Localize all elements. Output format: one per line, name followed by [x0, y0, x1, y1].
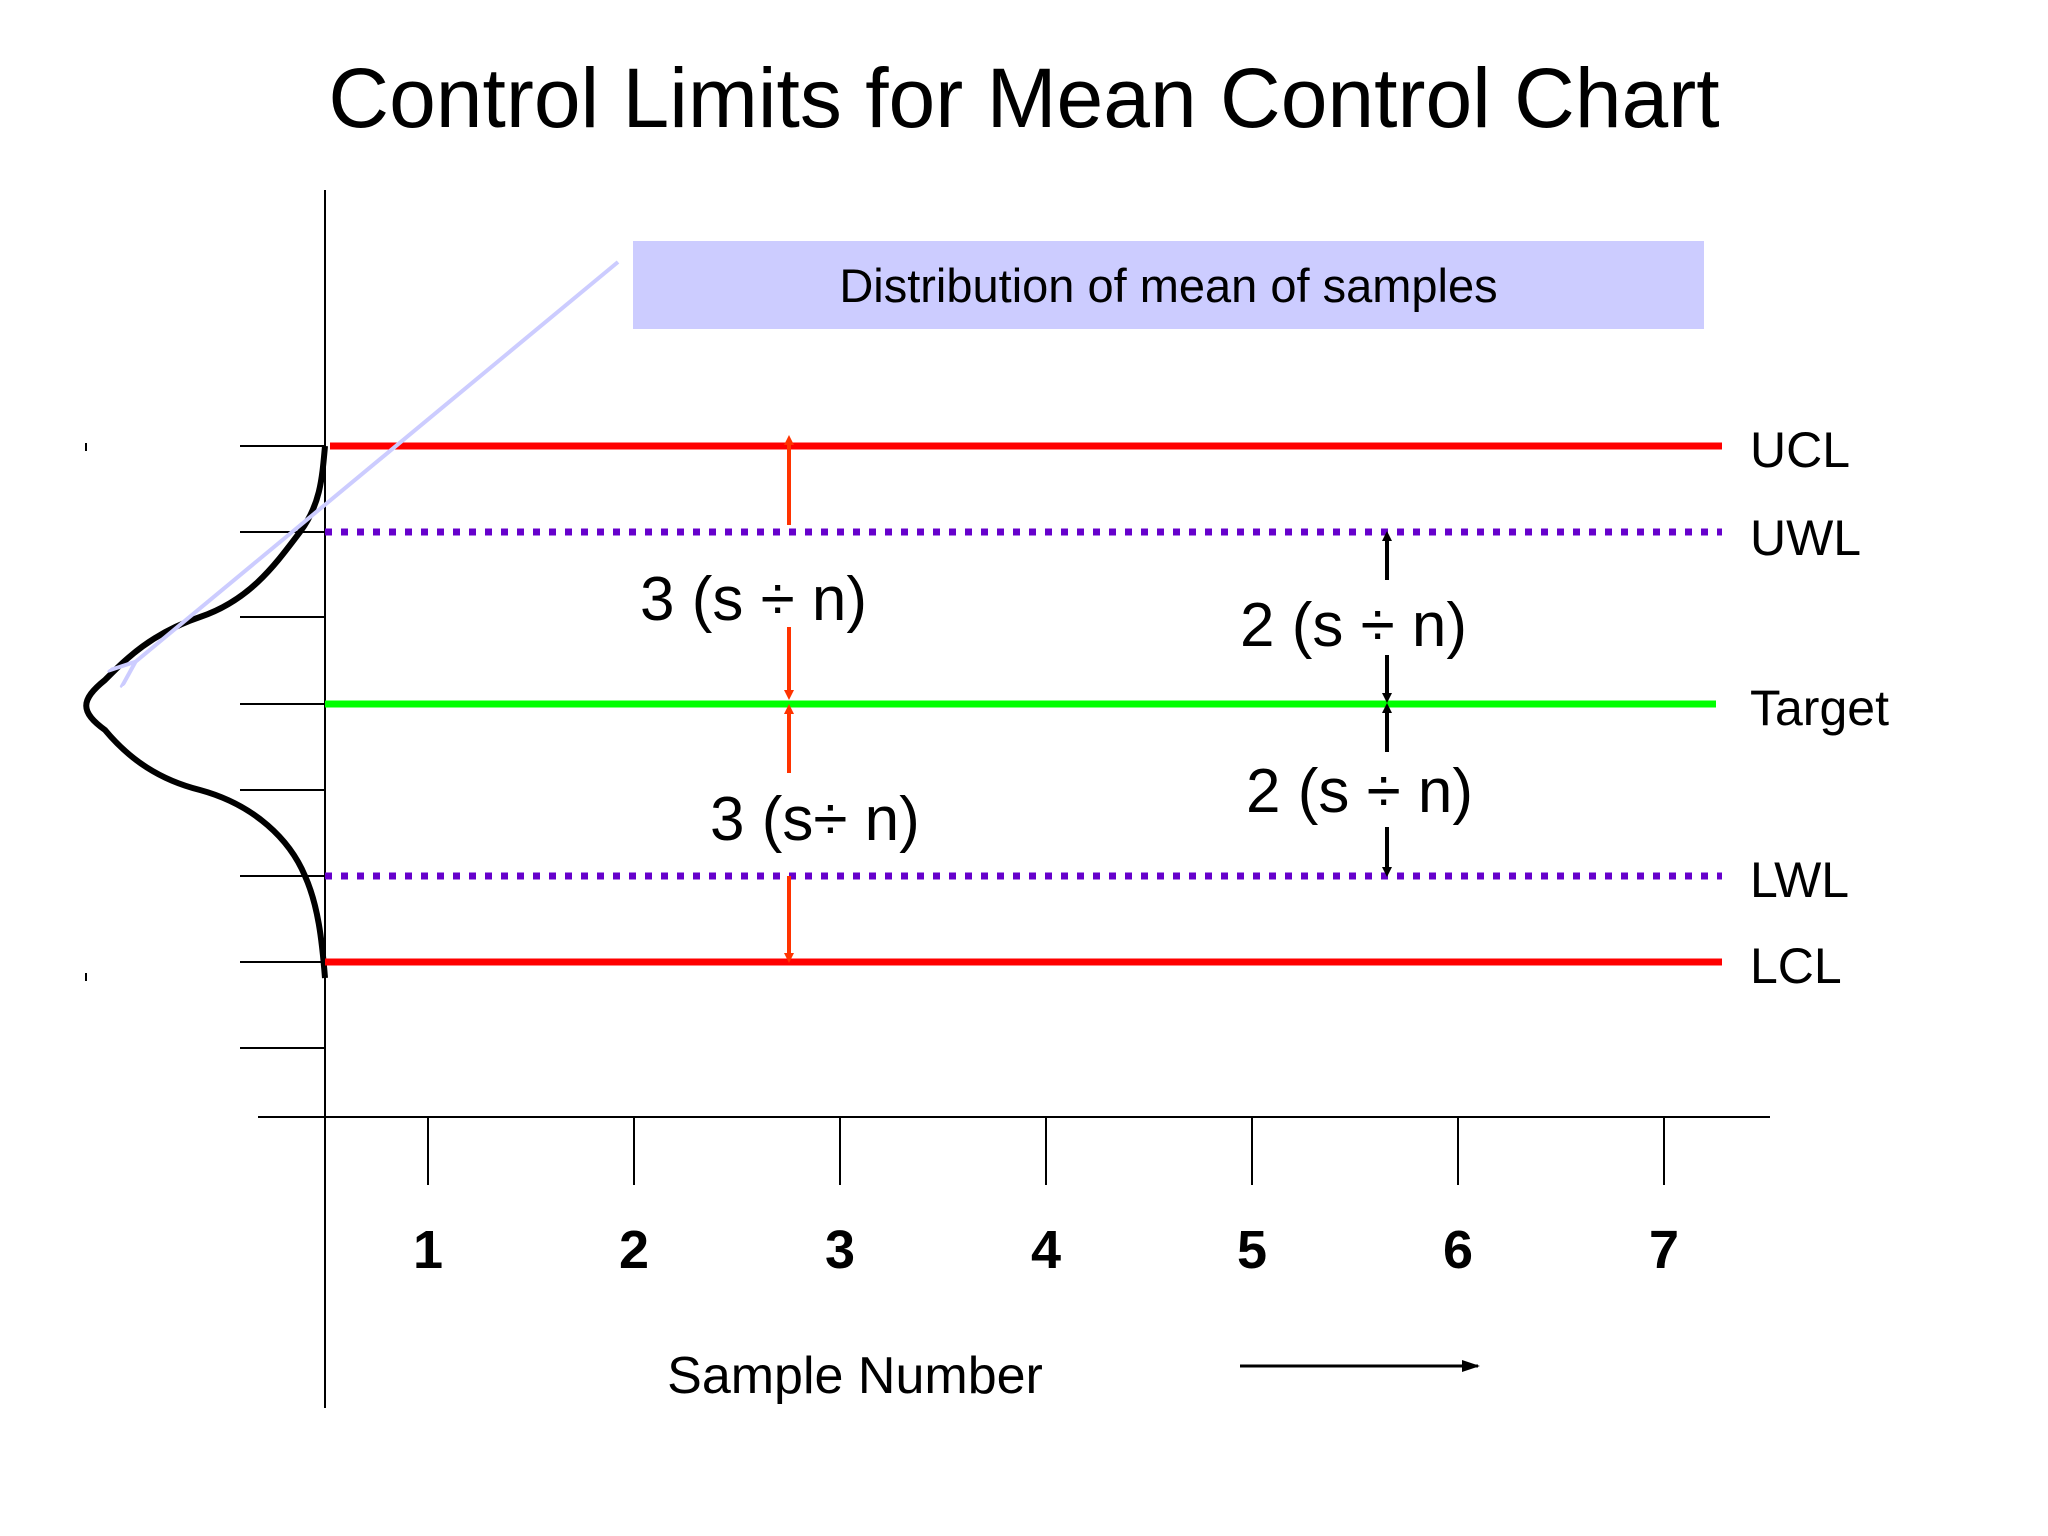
- x-axis-label: Sample Number: [667, 1347, 1043, 1405]
- callout-arrow: [134, 260, 620, 663]
- target-label: Target: [1750, 680, 1889, 736]
- x-axis-ticks: 1 2 3 4 5 6 7: [413, 1117, 1679, 1280]
- lwl-label: LWL: [1750, 852, 1849, 908]
- x-tick-label: 3: [825, 1220, 855, 1280]
- lcl-label: LCL: [1750, 938, 1842, 994]
- distribution-callout: Distribution of mean of samples: [633, 241, 1704, 329]
- x-tick-label: 7: [1649, 1220, 1679, 1280]
- callout-label: Distribution of mean of samples: [839, 258, 1498, 312]
- lower-warning-annotation: 2 (s ÷ n): [1246, 757, 1473, 826]
- distribution-curve: [83, 445, 328, 979]
- lower-control-annotation: 3 (s÷ n): [710, 785, 920, 854]
- ucl-label: UCL: [1750, 422, 1850, 478]
- upper-control-annotation: 3 (s ÷ n): [640, 565, 867, 634]
- uwl-label: UWL: [1750, 510, 1861, 566]
- page-title: Control Limits for Mean Control Chart: [328, 51, 1720, 145]
- x-tick-label: 1: [413, 1220, 443, 1280]
- upper-warning-annotation: 2 (s ÷ n): [1240, 591, 1467, 660]
- x-tick-label: 2: [619, 1220, 649, 1280]
- y-axis-ticks: [240, 445, 325, 1049]
- x-tick-label: 4: [1031, 1220, 1061, 1280]
- x-tick-label: 5: [1237, 1220, 1267, 1280]
- x-tick-label: 6: [1443, 1220, 1473, 1280]
